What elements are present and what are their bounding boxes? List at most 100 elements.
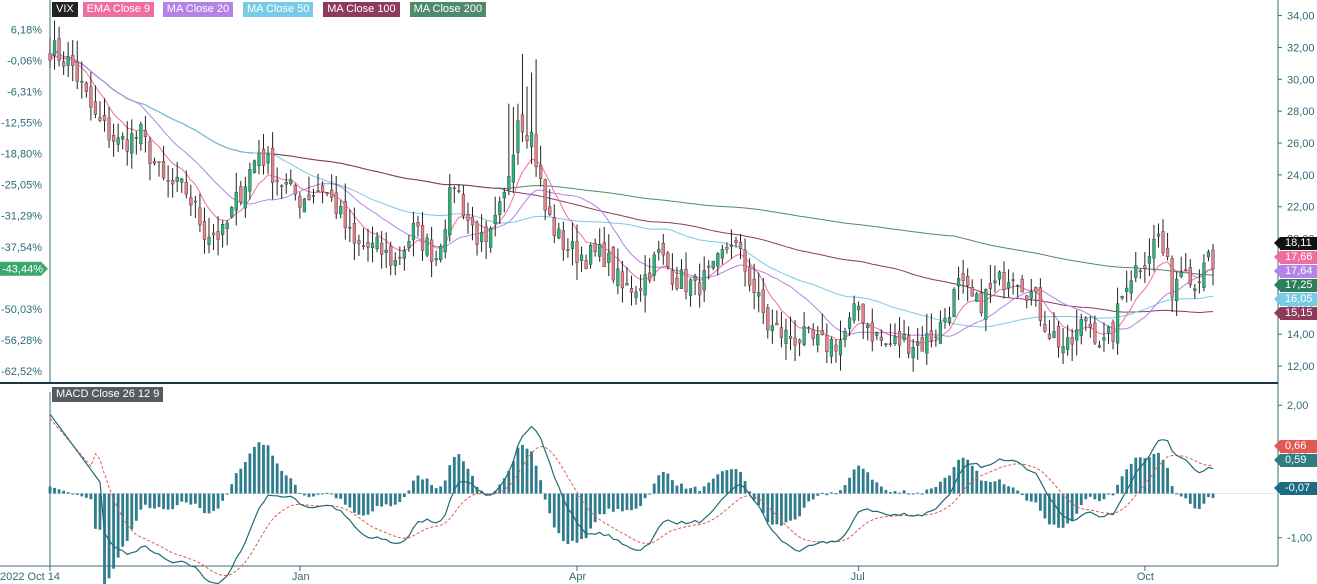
pct-tick-label: -18,80% — [1, 149, 42, 161]
legend-ma-close-20[interactable]: MA Close 20 — [162, 2, 234, 17]
candle-up — [829, 339, 833, 357]
macd-hist-bar — [180, 493, 184, 502]
candle-up — [938, 321, 943, 344]
candle-down — [1084, 318, 1088, 322]
candle-up — [516, 120, 520, 153]
macd-hist-bar — [421, 479, 424, 494]
macd-hist-bar — [761, 493, 765, 514]
candle-down — [661, 243, 665, 256]
candle-down — [1047, 333, 1052, 339]
candle-up — [1147, 255, 1152, 264]
legend-ma-close-100[interactable]: MA Close 100 — [323, 2, 400, 17]
candle-up — [947, 316, 952, 323]
macd-hist-bar — [766, 493, 770, 523]
candle-up — [984, 289, 988, 320]
macd-hist-bar — [257, 442, 261, 494]
candle-up — [1061, 346, 1065, 354]
macd-hist-bar — [1179, 493, 1183, 497]
legend-vix[interactable]: VIX — [52, 2, 78, 17]
candle-up — [866, 324, 870, 328]
candle-down — [470, 216, 475, 226]
candle-up — [130, 133, 134, 154]
macd-hist-bar — [884, 490, 888, 494]
legend-ema-close-9[interactable]: EMA Close 9 — [82, 2, 155, 17]
candle-down — [620, 271, 625, 289]
candle-up — [234, 192, 238, 211]
macd-hist-bar — [148, 493, 152, 509]
last-value-tag: 18,11 — [1274, 237, 1317, 250]
candle-up — [943, 317, 947, 323]
candle-down — [148, 140, 152, 164]
candle-up — [393, 260, 397, 266]
macd-hist-bar — [975, 470, 979, 494]
macd-hist-bar — [648, 493, 652, 495]
candle-down — [575, 241, 579, 263]
pct-tick-label: 6,18% — [11, 24, 42, 36]
macd-hist-bar — [561, 493, 565, 542]
candle-down — [734, 240, 738, 243]
candle-up — [616, 268, 620, 287]
candle-down — [766, 307, 770, 331]
candle-down — [929, 330, 933, 341]
candle-up — [729, 244, 734, 247]
macd-hist-bar — [857, 465, 861, 494]
candle-up — [175, 176, 179, 182]
candle-up — [511, 154, 515, 183]
candle-up — [802, 326, 806, 345]
candle-down — [380, 242, 384, 255]
candle-up — [479, 232, 484, 242]
candle-up — [1175, 278, 1179, 302]
candle-up — [311, 195, 316, 197]
candle-up — [402, 250, 406, 259]
candle-up — [884, 343, 888, 345]
macd-hist-bar — [630, 493, 633, 511]
candle-down — [543, 179, 547, 211]
macd-hist-bar — [1007, 486, 1010, 494]
candle-down — [1093, 322, 1097, 344]
pct-tick-label: -56,28% — [1, 335, 42, 347]
macd-hist-bar — [720, 471, 724, 494]
macd-hist-bar — [1170, 486, 1174, 494]
candle-up — [1179, 271, 1183, 277]
macd-hist-bar — [316, 493, 320, 495]
macd-hist-bar — [689, 488, 692, 494]
candle-up — [1115, 303, 1120, 344]
candle-up — [52, 40, 57, 56]
macd-hist-bar — [162, 493, 165, 510]
candle-down — [475, 222, 479, 245]
macd-hist-bar — [1061, 493, 1065, 528]
candle-down — [1002, 272, 1006, 290]
candle-down — [75, 61, 79, 82]
macd-hist-bar — [94, 493, 97, 529]
candle-down — [416, 222, 420, 227]
last-value-tag: 17,64 — [1274, 265, 1317, 278]
ma200-line — [49, 49, 1214, 276]
macd-hist-bar — [312, 493, 315, 497]
macd-hist-bar — [498, 484, 502, 494]
candle-up — [997, 271, 1002, 280]
legend-ma-close-50[interactable]: MA Close 50 — [243, 2, 314, 17]
candle-up — [266, 153, 270, 164]
macd-hist-bar — [116, 493, 120, 558]
macd-hist-bar — [698, 490, 702, 494]
macd-hist-bar — [507, 470, 511, 494]
pct-tick-label: -6,31% — [7, 87, 42, 99]
candle-down — [316, 190, 320, 192]
candle-down — [970, 286, 974, 297]
candle-up — [411, 222, 416, 241]
candle-up — [121, 136, 125, 140]
candle-down — [534, 134, 538, 168]
macd-hist-bar — [580, 493, 583, 539]
macd-hist-bar — [1152, 453, 1156, 494]
candle-down — [1038, 287, 1042, 321]
legend-ma-close-200[interactable]: MA Close 200 — [409, 2, 487, 17]
candle-up — [1129, 280, 1133, 294]
price-tick-label: 22,00 — [1287, 202, 1315, 214]
candle-up — [579, 254, 584, 261]
macd-hist-bar — [457, 454, 461, 494]
candle-down — [966, 276, 970, 286]
candle-up — [1156, 233, 1161, 237]
candle-down — [888, 343, 893, 345]
macd-hist-bar — [743, 481, 747, 494]
